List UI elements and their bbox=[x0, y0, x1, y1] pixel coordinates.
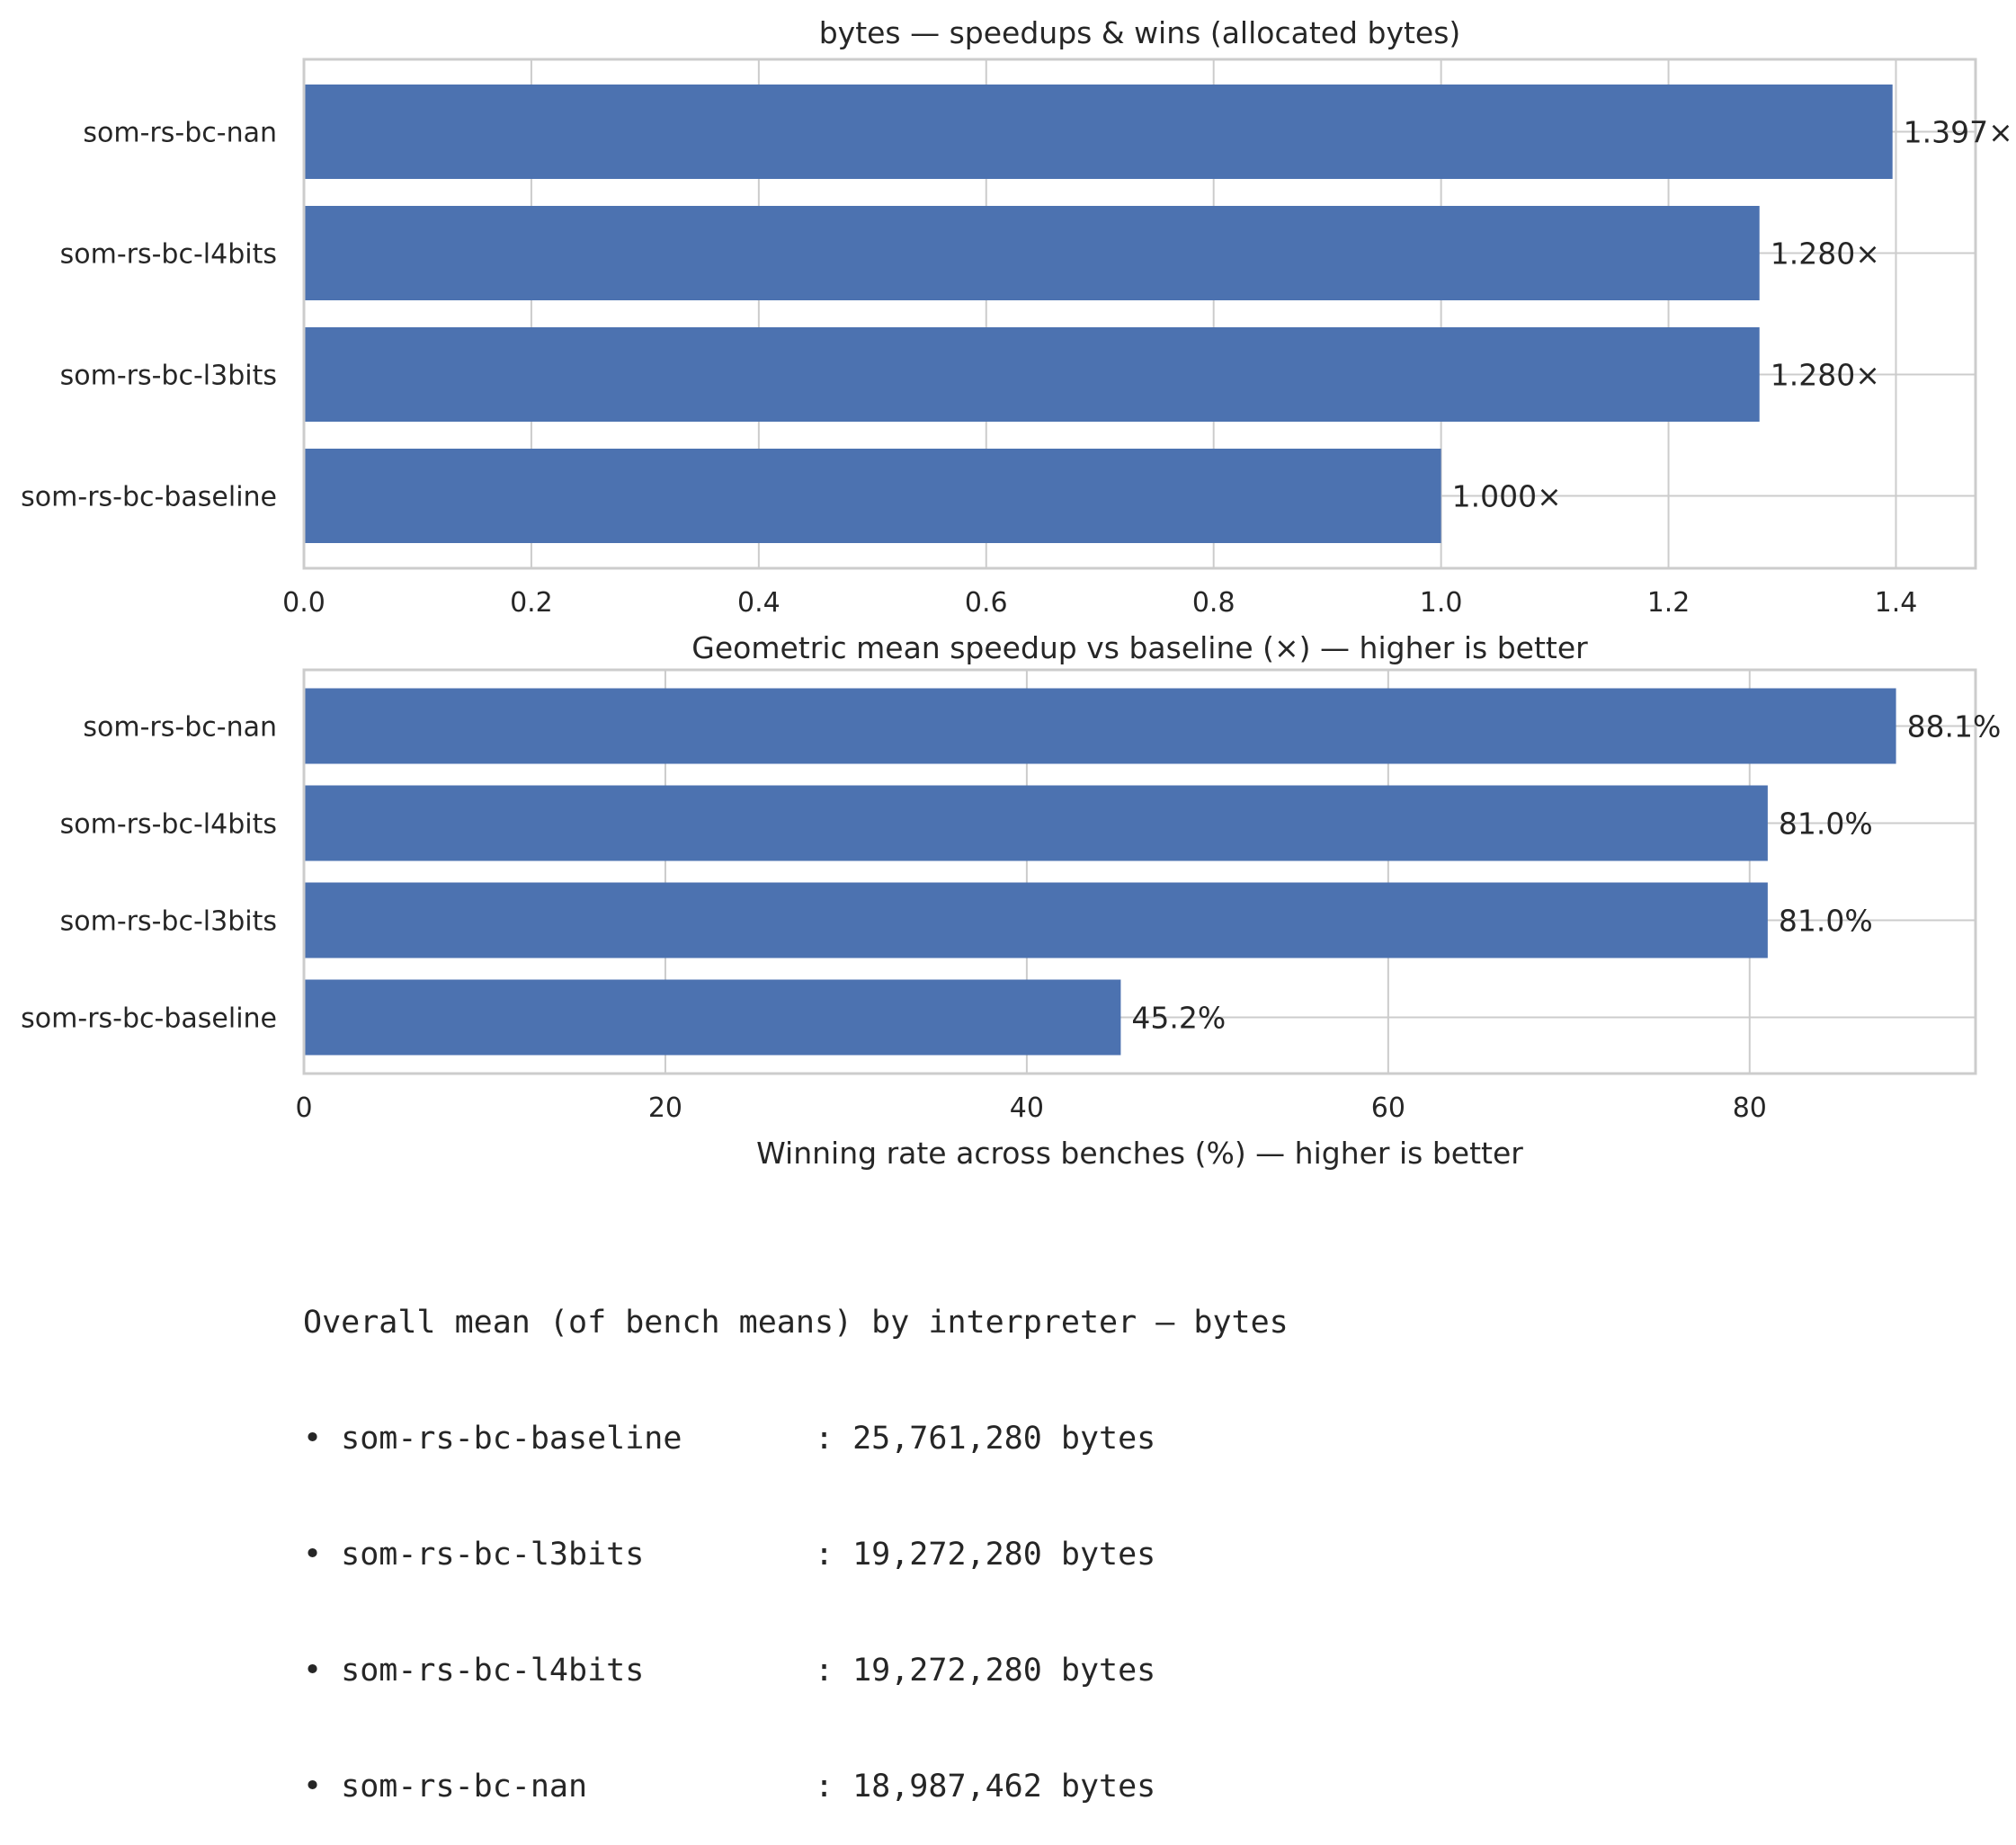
x-tick-label: 0.2 bbox=[510, 587, 553, 619]
y-tick-label: som-rs-bc-baseline bbox=[21, 482, 277, 513]
data-label: 1.397× bbox=[1904, 115, 2013, 150]
data-label: 81.0% bbox=[1779, 904, 1873, 939]
y-tick-label: som-rs-bc-baseline bbox=[21, 1003, 277, 1035]
summary-line-l3bits: • som-rs-bc-l3bits : 19,272,280 bytes bbox=[303, 1537, 1156, 1573]
y-tick-label: som-rs-bc-l4bits bbox=[60, 239, 277, 271]
x-tick-label: 0.4 bbox=[737, 587, 781, 619]
axes-frame bbox=[302, 58, 1977, 570]
bar bbox=[304, 979, 1121, 1056]
y-tick-label: som-rs-bc-nan bbox=[83, 712, 277, 744]
summary-line-nan: • som-rs-bc-nan : 18,987,462 bytes bbox=[303, 1769, 1156, 1805]
chart-title: bytes — speedups & wins (allocated bytes… bbox=[819, 15, 1461, 50]
summary-heading: Overall mean (of bench means) by interpr… bbox=[303, 1305, 1289, 1341]
summary-text: Overall mean (of bench means) by interpr… bbox=[303, 1226, 1289, 1845]
figure: 1.397× 1.280× 1.280× 1.000× som-rs-bc-nan som… bbox=[21, 15, 2013, 1171]
x-tick-label: 1.2 bbox=[1647, 587, 1690, 619]
x-tick-label: 40 bbox=[1010, 1092, 1044, 1124]
x-axis-label: Geometric mean speedup vs baseline (×) —… bbox=[691, 630, 1588, 665]
bar bbox=[304, 206, 1760, 300]
summary-line-l4bits: • som-rs-bc-l4bits : 19,272,280 bytes bbox=[303, 1653, 1156, 1689]
bar bbox=[304, 688, 1896, 764]
x-tick-label: 0.0 bbox=[282, 587, 326, 619]
x-tick-label: 0.6 bbox=[965, 587, 1008, 619]
y-tick-label: som-rs-bc-l4bits bbox=[60, 809, 277, 841]
bar bbox=[304, 882, 1768, 958]
x-tick-label: 1.0 bbox=[1420, 587, 1463, 619]
y-tick-label: som-rs-bc-l3bits bbox=[60, 906, 277, 938]
x-tick-label: 60 bbox=[1371, 1092, 1405, 1124]
bar bbox=[304, 449, 1441, 543]
bar bbox=[304, 785, 1768, 861]
bar bbox=[304, 327, 1760, 422]
x-tick-label: 1.4 bbox=[1875, 587, 1918, 619]
x-tick-label: 0.8 bbox=[1192, 587, 1235, 619]
y-tick-label: som-rs-bc-l3bits bbox=[60, 361, 277, 392]
axes-frame bbox=[302, 668, 1977, 1075]
x-axis-label: Winning rate across benches (%) — higher… bbox=[756, 1136, 1523, 1171]
data-label: 1.000× bbox=[1452, 479, 1562, 514]
x-tick-label: 0 bbox=[295, 1092, 312, 1124]
data-label: 1.280× bbox=[1771, 358, 1880, 393]
data-label: 81.0% bbox=[1779, 807, 1873, 842]
data-label: 1.280× bbox=[1771, 236, 1880, 272]
y-tick-label: som-rs-bc-nan bbox=[83, 118, 277, 149]
x-tick-label: 20 bbox=[648, 1092, 682, 1124]
data-label: 45.2% bbox=[1131, 1001, 1226, 1036]
data-label: 88.1% bbox=[1907, 709, 2002, 744]
bar bbox=[304, 85, 1893, 179]
summary-line-baseline: • som-rs-bc-baseline : 25,761,280 bytes bbox=[303, 1421, 1156, 1457]
x-tick-label: 80 bbox=[1733, 1092, 1767, 1124]
